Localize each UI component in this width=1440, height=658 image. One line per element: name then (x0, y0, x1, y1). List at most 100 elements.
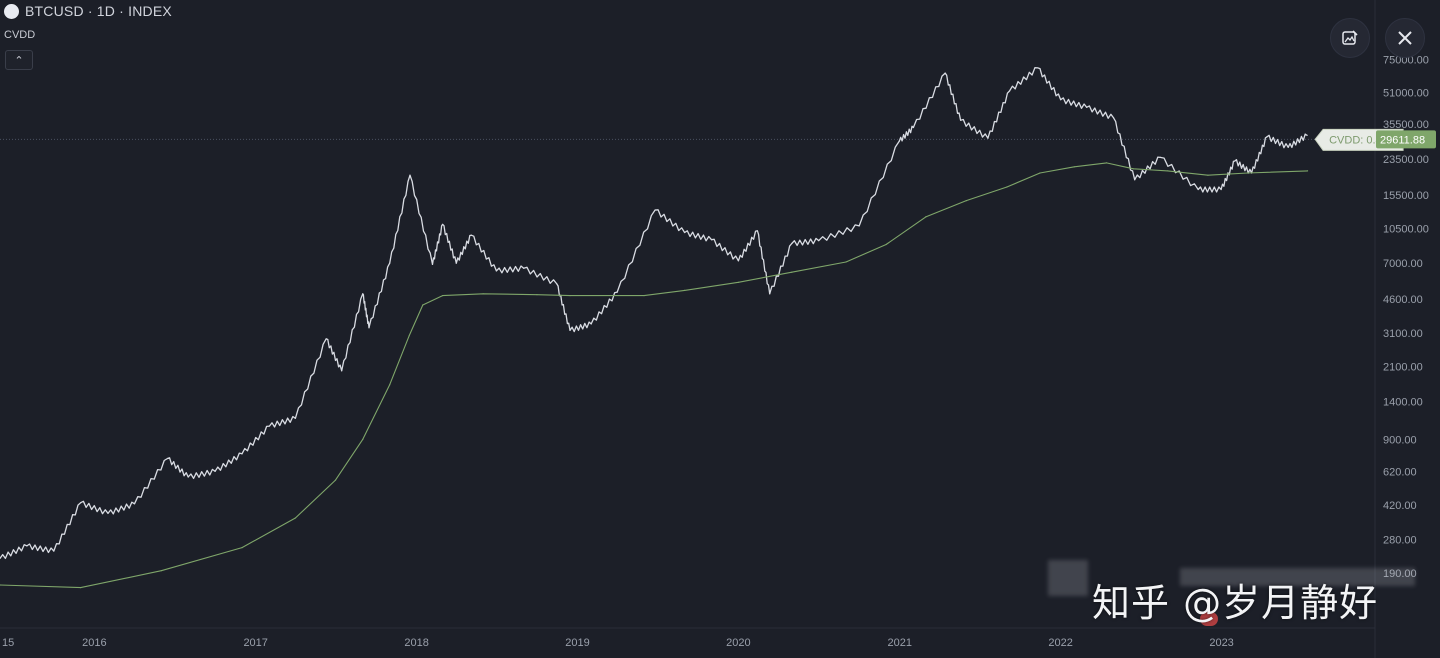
btcusd-point (53, 550, 55, 552)
cvdd-point (791, 271, 793, 273)
x-tick-label: 2022 (1048, 637, 1072, 649)
x-tick-label: 2019 (565, 637, 589, 649)
close-button[interactable] (1385, 18, 1425, 58)
btcusd-point (0, 557, 1, 559)
btcusd-point (654, 209, 656, 211)
btcusd-point (960, 119, 962, 121)
btcusd-point (495, 270, 497, 272)
btcusd-point (791, 242, 793, 245)
edit-image-button[interactable] (1330, 18, 1370, 58)
x-tick-label: 2023 (1209, 637, 1233, 649)
btcusd-point (368, 327, 370, 329)
btcusd-point (756, 230, 758, 232)
btcusd-point (455, 262, 457, 264)
current-price-label: 29611.88 (1380, 134, 1425, 146)
y-tick-label: 35500.00 (1383, 119, 1429, 131)
btcusd-point (1306, 134, 1308, 136)
y-tick-label: 2100.00 (1383, 362, 1423, 374)
btcusd-point (470, 234, 472, 236)
btcusd-point (1008, 90, 1011, 92)
cvdd-point (334, 479, 337, 481)
btcusd-point (1159, 156, 1161, 158)
btcusd-point (133, 503, 136, 505)
cvdd-point (1105, 162, 1108, 164)
btcusd-point (325, 338, 327, 340)
y-tick-label: 3100.00 (1383, 328, 1423, 340)
btcusd-point (268, 425, 270, 427)
y-tick-label: 15500.00 (1383, 190, 1429, 202)
btcusd-point (556, 283, 558, 285)
btcusd-point (341, 370, 343, 372)
btcusd-point (362, 293, 364, 295)
btcusd-point (409, 174, 411, 176)
y-tick-label: 7000.00 (1383, 258, 1423, 270)
cvdd-point (845, 261, 847, 263)
y-tick-label: 75000.00 (1383, 55, 1429, 67)
btcusd-point (1037, 67, 1039, 69)
close-icon (1398, 31, 1412, 45)
btcusd-point (107, 512, 109, 514)
x-tick-label: 2020 (726, 637, 750, 649)
indicator-label[interactable]: CVDD (4, 29, 36, 41)
symbol-logo-icon (4, 3, 19, 19)
btcusd-point (26, 545, 28, 547)
btcusd-point (1220, 188, 1222, 191)
annotation-text: CVDD: 0.45 (1329, 134, 1388, 146)
collapse-indicators-button[interactable]: ⌃ (5, 50, 33, 70)
cvdd-point (1006, 186, 1008, 188)
cvdd-point (389, 384, 391, 386)
btcusd-point (523, 267, 525, 269)
cvdd-point (241, 547, 243, 549)
cvdd-point (885, 243, 887, 246)
cvdd-point (1167, 170, 1169, 172)
btcusd-point (710, 239, 713, 241)
btcusd-point (1197, 188, 1199, 191)
btcusd-point (1287, 146, 1289, 148)
cvdd-point (569, 294, 571, 297)
btcusd-point (590, 323, 592, 325)
cvdd-point (422, 304, 424, 306)
x-tick-label: 2021 (888, 637, 912, 649)
cvdd-point (294, 517, 296, 519)
btcusd-point (1134, 179, 1136, 181)
btcusd-point (898, 140, 900, 142)
y-tick-label: 420.00 (1383, 500, 1417, 512)
btcusd-point (389, 262, 391, 264)
chart-header: BTCUSD · 1D · INDEX (4, 3, 172, 19)
btcusd-point (912, 126, 915, 129)
y-tick-label: 900.00 (1383, 434, 1417, 446)
btcusd-point (1266, 136, 1268, 138)
btcusd-point (214, 470, 216, 472)
y-tick-label: 23500.00 (1383, 154, 1429, 166)
cvdd-point (160, 570, 162, 572)
cvdd-point (0, 584, 1, 586)
y-tick-label: 4600.00 (1383, 294, 1423, 306)
btcusd-point (294, 417, 296, 419)
x-tick-label: 2016 (82, 637, 106, 649)
btcusd-point (944, 72, 946, 74)
notification-badge (1200, 612, 1218, 626)
x-tick-label: 2018 (404, 637, 428, 649)
cvdd-point (1132, 168, 1135, 170)
y-tick-label: 10500.00 (1383, 223, 1429, 235)
current-price-badge (1376, 130, 1436, 149)
cvdd-point (1207, 174, 1209, 176)
cvdd-point (362, 438, 364, 440)
btcusd-point (442, 223, 444, 225)
blurred-avatar (1048, 560, 1088, 596)
btcusd-point (684, 231, 686, 234)
cvdd-point (482, 293, 484, 295)
btcusd-point (987, 137, 989, 139)
cvdd-point (442, 294, 444, 297)
y-tick-label: 280.00 (1383, 535, 1417, 547)
cvdd-point (1039, 172, 1041, 174)
x-tick-label: 2017 (243, 637, 267, 649)
y-tick-label: 620.00 (1383, 466, 1417, 478)
symbol-label[interactable]: BTCUSD · 1D · INDEX (25, 3, 172, 19)
cvdd-point (965, 200, 967, 202)
btcusd-point (1086, 106, 1088, 108)
btcusd-point (616, 291, 618, 293)
